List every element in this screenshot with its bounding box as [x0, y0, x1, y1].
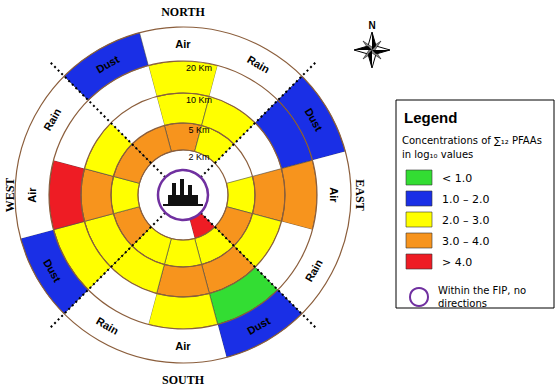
- svg-text:20 Km: 20 Km: [186, 63, 212, 73]
- svg-text:EAST: EAST: [353, 179, 367, 210]
- svg-text:Dust: Dust: [41, 257, 64, 284]
- svg-text:Concentrations of ∑₁₂ PFAAs: Concentrations of ∑₁₂ PFAAs: [402, 135, 542, 146]
- svg-text:Air: Air: [175, 38, 191, 50]
- svg-text:2.0 – 3.0: 2.0 – 3.0: [442, 214, 489, 227]
- svg-text:Rain: Rain: [303, 257, 325, 284]
- svg-text:in log₁₀ values: in log₁₀ values: [402, 149, 473, 160]
- svg-text:3.0 – 4.0: 3.0 – 4.0: [442, 235, 489, 248]
- svg-text:Rain: Rain: [94, 315, 121, 337]
- svg-text:Dust: Dust: [94, 53, 121, 76]
- svg-text:Rain: Rain: [245, 53, 272, 75]
- svg-text:Within the FIP, no: Within the FIP, no: [438, 285, 529, 296]
- svg-text:N: N: [368, 20, 375, 31]
- svg-text:Legend: Legend: [404, 109, 457, 126]
- svg-text:SOUTH: SOUTH: [162, 373, 205, 387]
- svg-text:Air: Air: [328, 187, 340, 203]
- svg-text:Dust: Dust: [245, 314, 272, 337]
- svg-text:directions: directions: [438, 298, 487, 309]
- svg-text:NORTH: NORTH: [161, 5, 205, 19]
- svg-text:WEST: WEST: [3, 178, 17, 213]
- svg-text:< 1.0: < 1.0: [442, 172, 472, 185]
- svg-text:10 Km: 10 Km: [186, 95, 212, 105]
- svg-text:5 Km: 5 Km: [188, 125, 209, 135]
- svg-text:Rain: Rain: [41, 106, 63, 133]
- svg-text:Air: Air: [26, 187, 38, 203]
- svg-text:> 4.0: > 4.0: [442, 256, 472, 269]
- svg-text:Air: Air: [175, 340, 191, 352]
- svg-text:Dust: Dust: [302, 106, 325, 133]
- svg-text:2 Km: 2 Km: [188, 152, 209, 162]
- svg-text:1.0 – 2.0: 1.0 – 2.0: [442, 193, 489, 206]
